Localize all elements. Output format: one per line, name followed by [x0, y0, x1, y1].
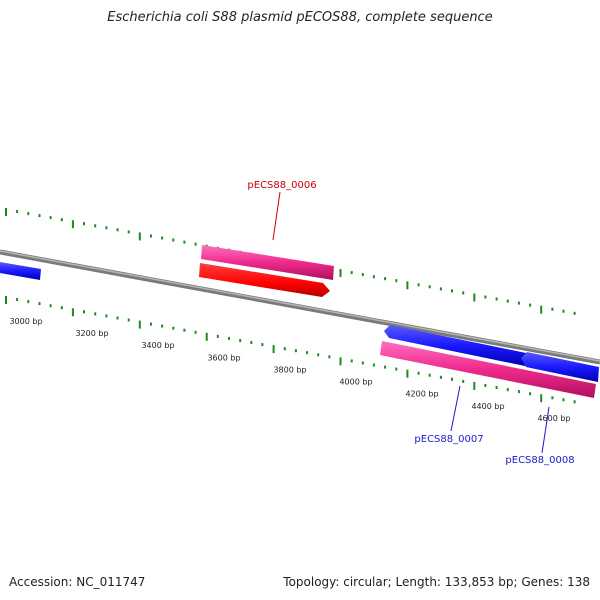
plasmid-backbone [0, 249, 600, 365]
scale-label: 3400 bp [141, 341, 174, 350]
accession-text: Accession: NC_011747 [9, 575, 146, 589]
scale-label: 4600 bp [537, 414, 570, 423]
scale-label: 3200 bp [75, 329, 108, 338]
scale-label: 3600 bp [207, 353, 240, 362]
gene-0008-label[interactable]: pECS88_0008 [505, 455, 574, 466]
plasmid-backbone-highlight [0, 250, 600, 362]
gene-0008-gene-arrow[interactable] [521, 352, 599, 382]
gene-0007-cds-band[interactable] [380, 341, 596, 398]
scale-label: 4200 bp [405, 390, 438, 399]
gene-0007-callout-line [450, 385, 461, 432]
gene-0006-cds-band[interactable] [201, 245, 334, 280]
gene-0006-callout-line [272, 191, 281, 241]
gene-0007-gene-arrow[interactable] [384, 325, 526, 366]
gene-0006-label[interactable]: pECS88_0006 [247, 180, 316, 191]
reverse-gene-left[interactable] [0, 262, 41, 280]
map-title: Escherichia coli S88 plasmid pECOS88, co… [107, 10, 493, 25]
scale-labels: 3000 bp 3200 bp 3400 bp 3600 bp 3800 bp 4000 … [9, 317, 570, 423]
inner-tick-ring [5, 296, 576, 404]
gene-0006-gene-arrow[interactable] [199, 263, 330, 297]
scale-label: 3800 bp [273, 365, 306, 374]
gene-0007-label[interactable]: pECS88_0007 [414, 434, 483, 445]
gene-0008-callout-line [541, 406, 550, 454]
scale-label: 4000 bp [339, 378, 372, 387]
topology-summary: Topology: circular; Length: 133,853 bp; … [283, 575, 590, 589]
scale-label: 3000 bp [9, 317, 42, 326]
scale-label: 4400 bp [471, 402, 504, 411]
